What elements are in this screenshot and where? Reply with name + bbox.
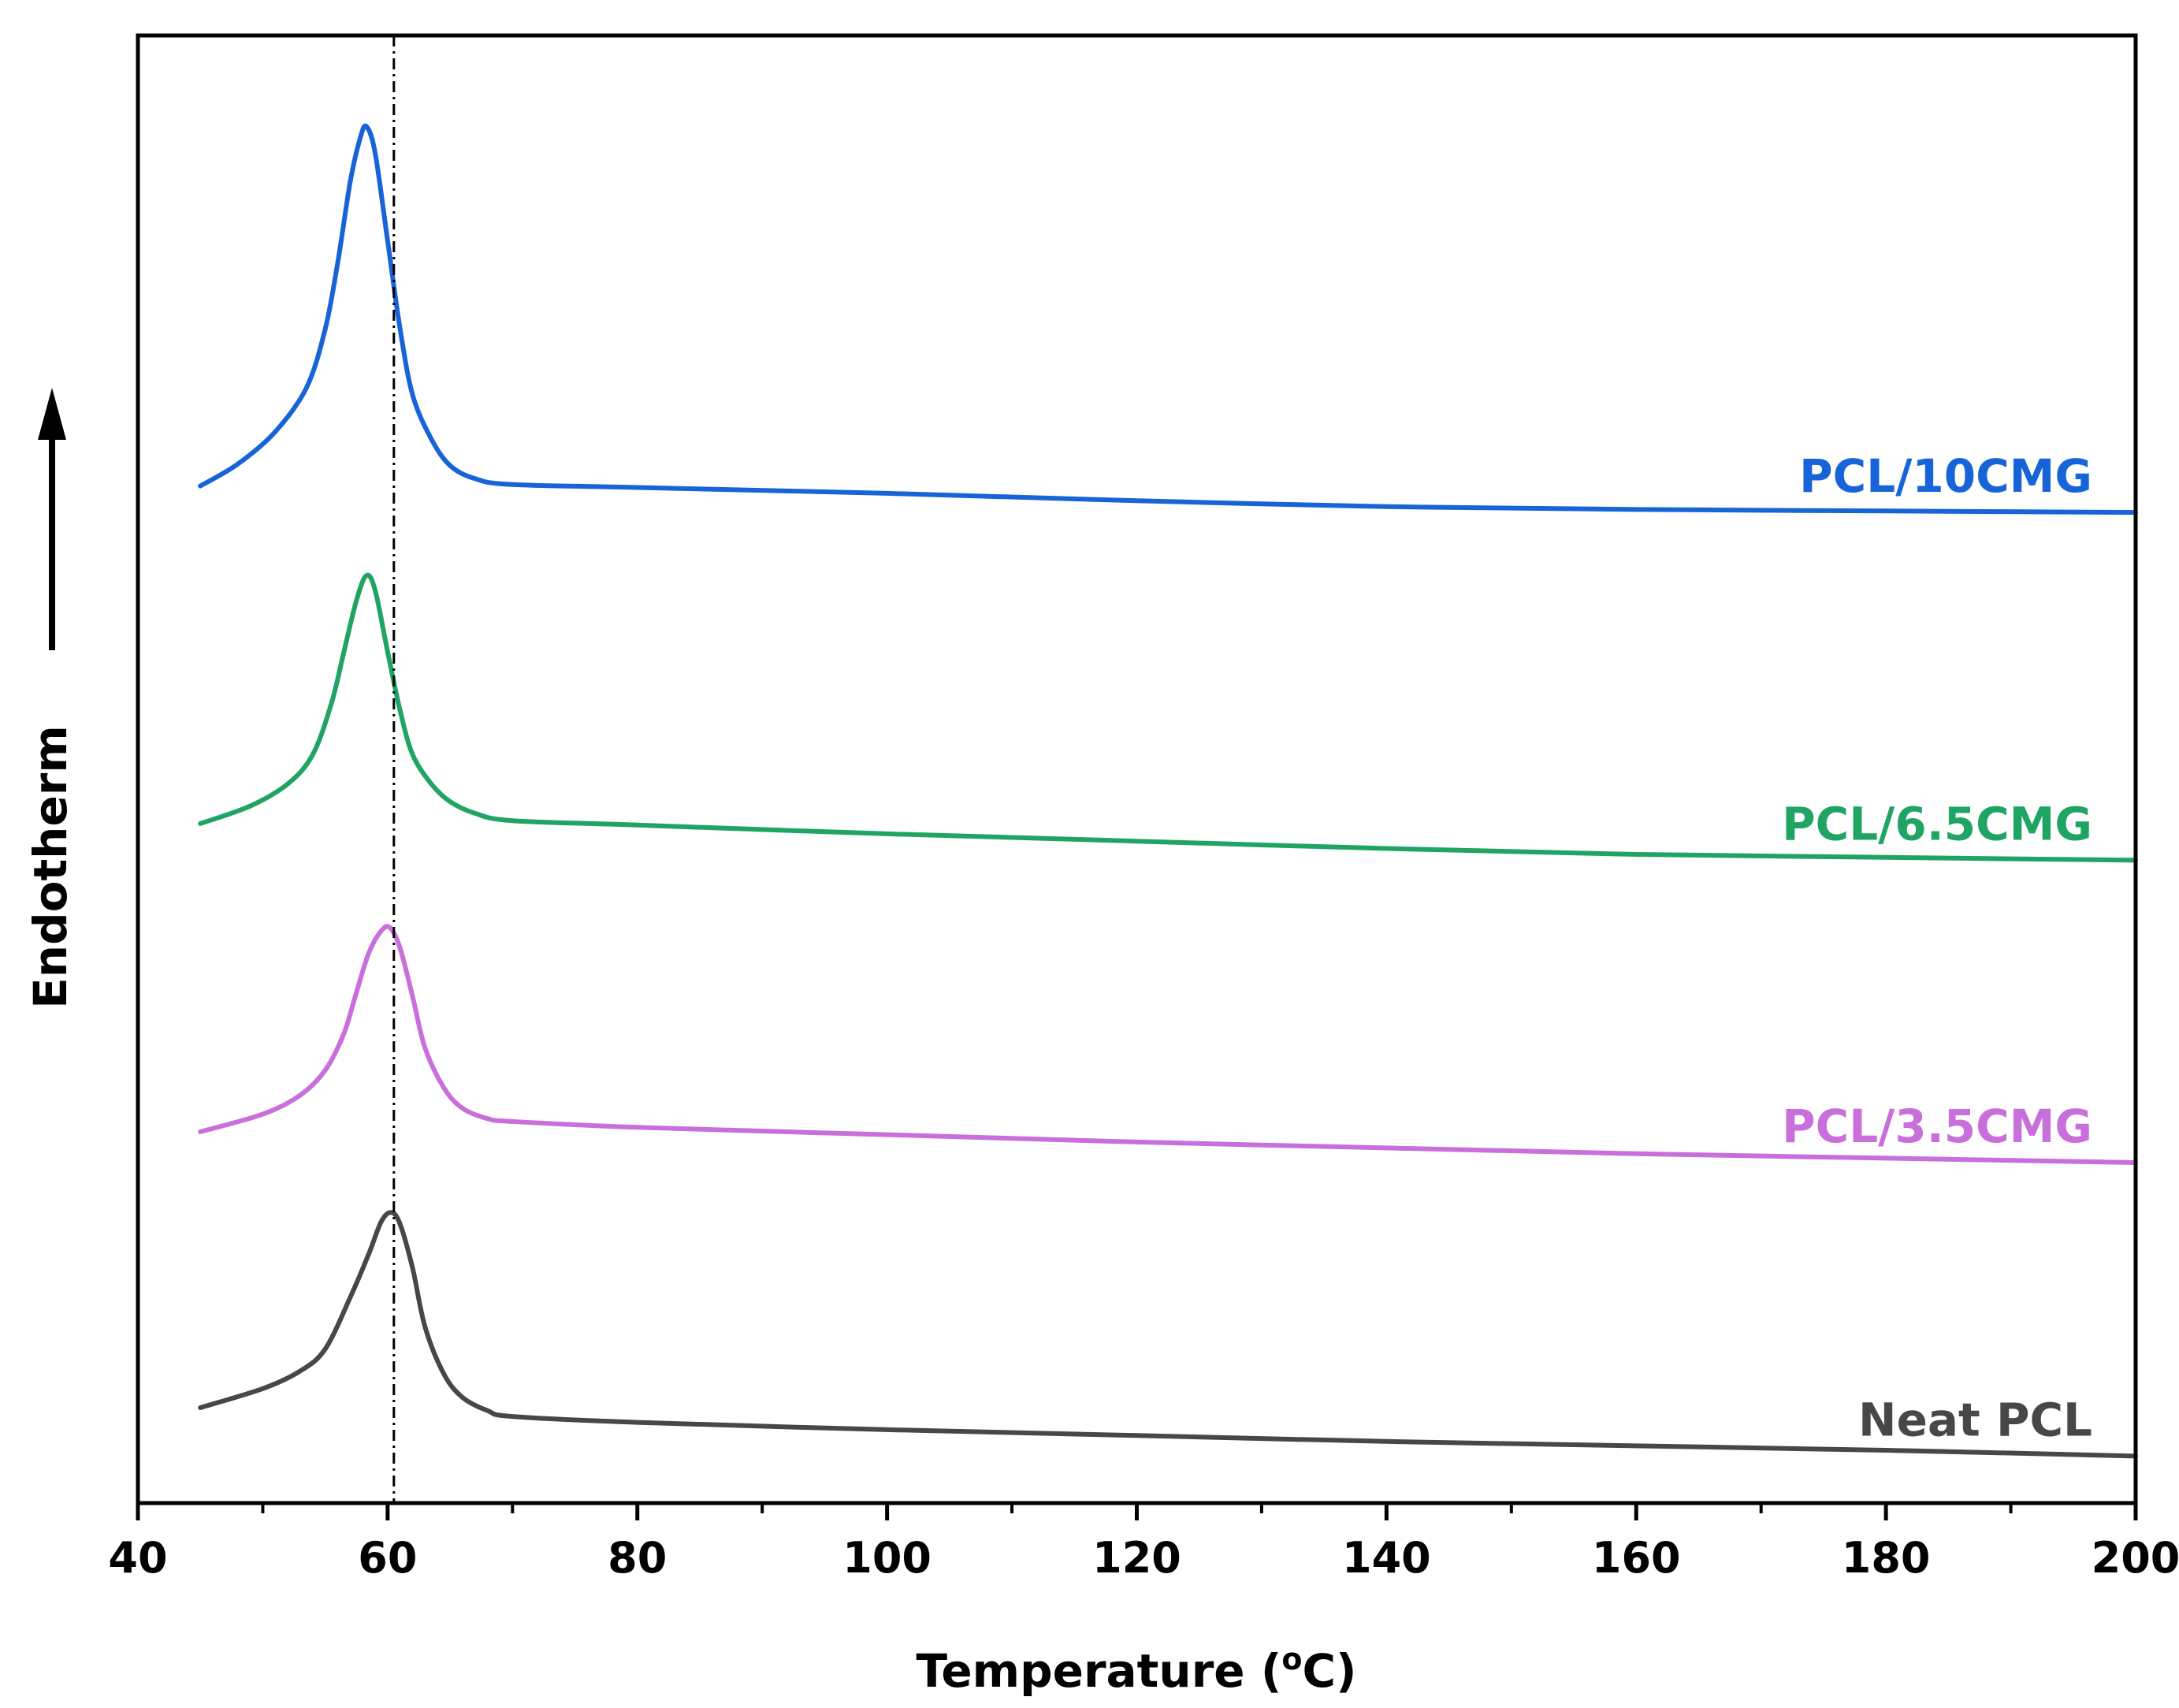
x-axis-title-main: Temperature ( — [916, 1644, 1281, 1698]
series-line-pcl-10cmg — [198, 123, 2138, 515]
x-tick-label: 80 — [608, 1533, 667, 1583]
x-axis-tick-labels: 40 60 80 100 120 140 160 180 200 — [108, 1533, 2179, 1583]
series-line-neat-pcl — [198, 1210, 2138, 1459]
x-axis-title-superscript: o — [1281, 1642, 1302, 1676]
x-tick-label: 140 — [1342, 1533, 1431, 1583]
series-label-pcl-10cmg: PCL/10CMG — [1799, 449, 2092, 503]
x-axis-title-suffix: C) — [1302, 1644, 1356, 1698]
x-tick-label: 200 — [2092, 1533, 2179, 1583]
plot-frame — [136, 33, 2138, 1505]
series-curves — [198, 123, 2138, 1459]
series-label-pcl-6-5cmg: PCL/6.5CMG — [1782, 797, 2092, 850]
x-tick-label: 40 — [108, 1533, 167, 1583]
x-tick-label: 180 — [1842, 1533, 1931, 1583]
x-tick-label: 100 — [842, 1533, 931, 1583]
endotherm-arrow-icon — [38, 388, 66, 650]
x-tick-label: 60 — [358, 1533, 417, 1583]
series-line-pcl-6-5cmg — [198, 572, 2138, 863]
series-line-pcl-3-5cmg — [198, 924, 2138, 1165]
y-axis-title: Endotherm — [24, 725, 77, 1009]
series-labels: Neat PCL PCL/3.5CMG PCL/6.5CMG PCL/10CMG — [1782, 449, 2092, 1446]
x-axis-title: Temperature (oC) — [916, 1642, 1356, 1698]
series-label-pcl-3-5cmg: PCL/3.5CMG — [1782, 1100, 2092, 1153]
x-axis-ticks — [136, 1503, 2138, 1520]
x-tick-label: 120 — [1092, 1533, 1181, 1583]
series-label-neat-pcl: Neat PCL — [1858, 1393, 2092, 1446]
x-tick-label: 160 — [1592, 1533, 1681, 1583]
